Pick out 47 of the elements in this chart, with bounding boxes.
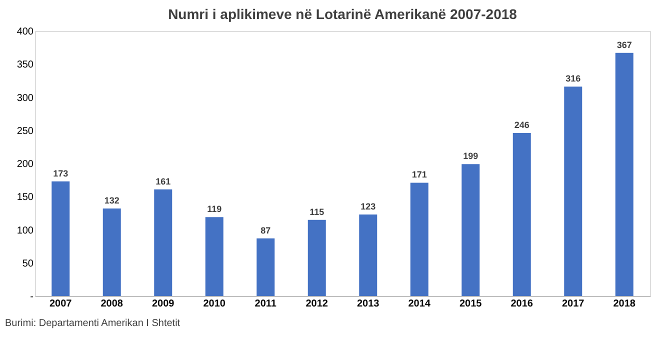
bar	[52, 181, 70, 296]
data-label: 132	[104, 196, 120, 206]
data-label: 119	[207, 204, 222, 214]
bar	[102, 208, 121, 296]
data-label: 246	[514, 120, 530, 130]
bar	[154, 189, 172, 296]
x-tick-label: 2010	[203, 298, 226, 310]
bar	[615, 52, 634, 296]
y-tick-label: 400	[16, 26, 34, 38]
y-tick-label: 350	[16, 60, 34, 71]
bar	[512, 133, 531, 296]
x-tick-label: 2011	[254, 298, 277, 310]
y-tick-label: 300	[16, 92, 34, 104]
x-tick-label: 2014	[408, 298, 431, 310]
x-tick-label: 2018	[613, 298, 636, 310]
bar	[359, 214, 378, 296]
x-tick-label: 2007	[50, 298, 72, 310]
data-label: 115	[310, 206, 324, 217]
bar	[256, 238, 275, 296]
bar	[308, 220, 326, 296]
y-tick-label: 150	[16, 192, 34, 204]
y-tick-label: 50	[22, 258, 34, 270]
y-tick-label: 200	[16, 159, 34, 170]
text: Burimi: Departamenti Amerikan I Shtetit	[5, 318, 180, 329]
data-label: 316	[566, 74, 581, 84]
x-tick-label: 2012	[306, 298, 328, 310]
data-label: 87	[260, 225, 271, 236]
bar	[205, 217, 224, 296]
y-tick-label: 250	[16, 126, 34, 137]
y-tick-label: -	[30, 292, 34, 302]
x-tick-label: 2013	[357, 298, 380, 310]
chart-title: Numri i aplikimeve në Lotarinë Amerikanë 2007-2018	[168, 6, 518, 22]
data-label: 199	[463, 151, 478, 162]
data-label: 173	[53, 168, 68, 178]
bar	[410, 182, 428, 296]
x-tick-label: 2008	[100, 298, 124, 310]
x-tick-label: 2017	[562, 298, 585, 310]
data-label: 123	[360, 202, 376, 212]
y-tick-label: 100	[16, 225, 34, 236]
x-tick-label: 2009	[152, 298, 175, 310]
x-tick-label: 2015	[460, 298, 482, 310]
data-label: 367	[616, 40, 632, 50]
bar	[564, 86, 582, 296]
data-label: 161	[156, 176, 171, 186]
bar	[462, 164, 480, 296]
data-label: 171	[412, 170, 427, 180]
x-tick-label: 2016	[510, 298, 534, 310]
